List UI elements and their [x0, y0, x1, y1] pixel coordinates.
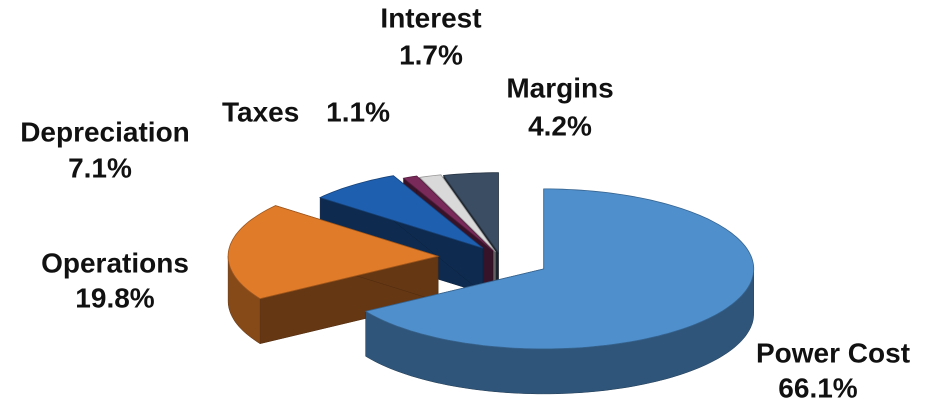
slice-label-name: Interest: [380, 2, 481, 33]
slice: [319, 175, 484, 249]
slice-label-value: 1.1%: [326, 96, 390, 127]
slice: [418, 174, 496, 253]
slice-label-value: 1.7%: [399, 39, 463, 70]
slice: [364, 188, 755, 350]
slice-label-value: 4.2%: [528, 110, 592, 141]
slice-label-value: 66.1%: [778, 372, 857, 403]
slice: [402, 175, 494, 251]
slice-label-name: Margins: [506, 72, 613, 103]
slice: [442, 172, 499, 254]
slice: [227, 205, 440, 300]
slice-label-name: Power Cost: [756, 337, 910, 368]
slice-label-value: 7.1%: [68, 152, 132, 183]
slice-label-name: Taxes: [222, 96, 299, 127]
slice-label-name: Operations: [41, 247, 189, 278]
slice-label-name: Depreciation: [20, 116, 190, 147]
slice-label-value: 19.8%: [75, 282, 154, 313]
